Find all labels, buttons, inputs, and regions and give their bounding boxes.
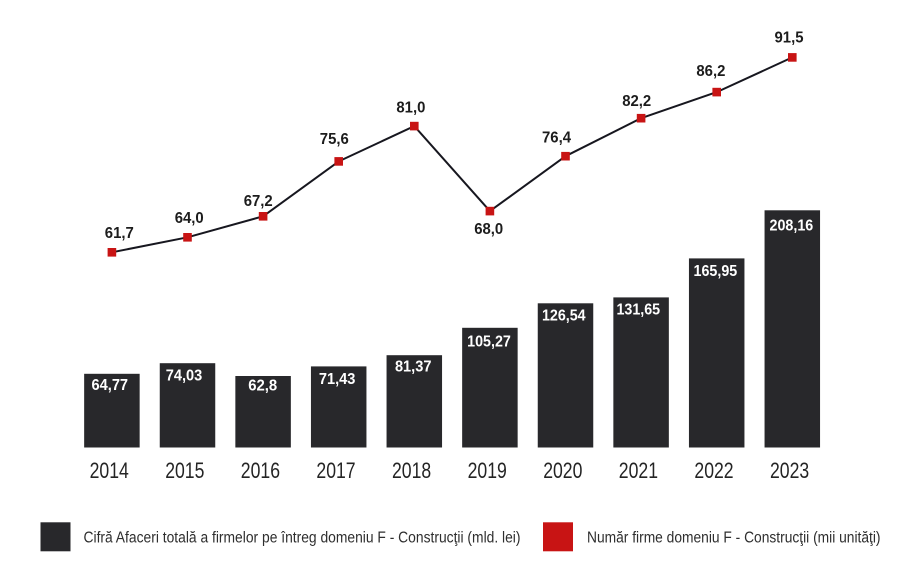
- svg-text:2014: 2014: [90, 458, 129, 483]
- svg-text:81,37: 81,37: [395, 358, 432, 375]
- svg-text:74,03: 74,03: [166, 367, 203, 384]
- svg-text:71,43: 71,43: [319, 371, 356, 388]
- svg-text:165,95: 165,95: [694, 263, 738, 280]
- svg-text:76,4: 76,4: [542, 129, 571, 146]
- svg-text:86,2: 86,2: [696, 63, 725, 80]
- svg-text:64,77: 64,77: [92, 377, 129, 394]
- svg-text:2020: 2020: [543, 458, 582, 483]
- svg-text:2018: 2018: [392, 458, 431, 483]
- svg-text:Cifră Afaceri totală a firmelo: Cifră Afaceri totală a firmelor pe între…: [84, 529, 521, 546]
- svg-text:2016: 2016: [241, 458, 280, 483]
- svg-text:126,54: 126,54: [542, 308, 586, 325]
- svg-text:67,2: 67,2: [244, 193, 273, 210]
- svg-text:2023: 2023: [770, 458, 809, 483]
- svg-text:75,6: 75,6: [320, 131, 349, 148]
- svg-text:68,0: 68,0: [474, 221, 503, 238]
- svg-text:2019: 2019: [468, 458, 507, 483]
- svg-text:61,7: 61,7: [105, 225, 134, 242]
- svg-text:208,16: 208,16: [770, 217, 814, 234]
- svg-text:2015: 2015: [165, 458, 204, 483]
- svg-text:62,8: 62,8: [248, 377, 277, 394]
- svg-text:64,0: 64,0: [175, 210, 204, 227]
- svg-text:2021: 2021: [619, 458, 658, 483]
- svg-text:105,27: 105,27: [467, 334, 511, 351]
- svg-text:131,65: 131,65: [616, 301, 660, 318]
- svg-text:91,5: 91,5: [775, 30, 804, 47]
- svg-text:2022: 2022: [694, 458, 733, 483]
- svg-text:81,0: 81,0: [396, 100, 425, 117]
- svg-text:2017: 2017: [316, 458, 355, 483]
- svg-text:82,2: 82,2: [622, 93, 651, 110]
- svg-text:Număr firme domeniu F - Constr: Număr firme domeniu F - Construcţii (mii…: [587, 529, 881, 546]
